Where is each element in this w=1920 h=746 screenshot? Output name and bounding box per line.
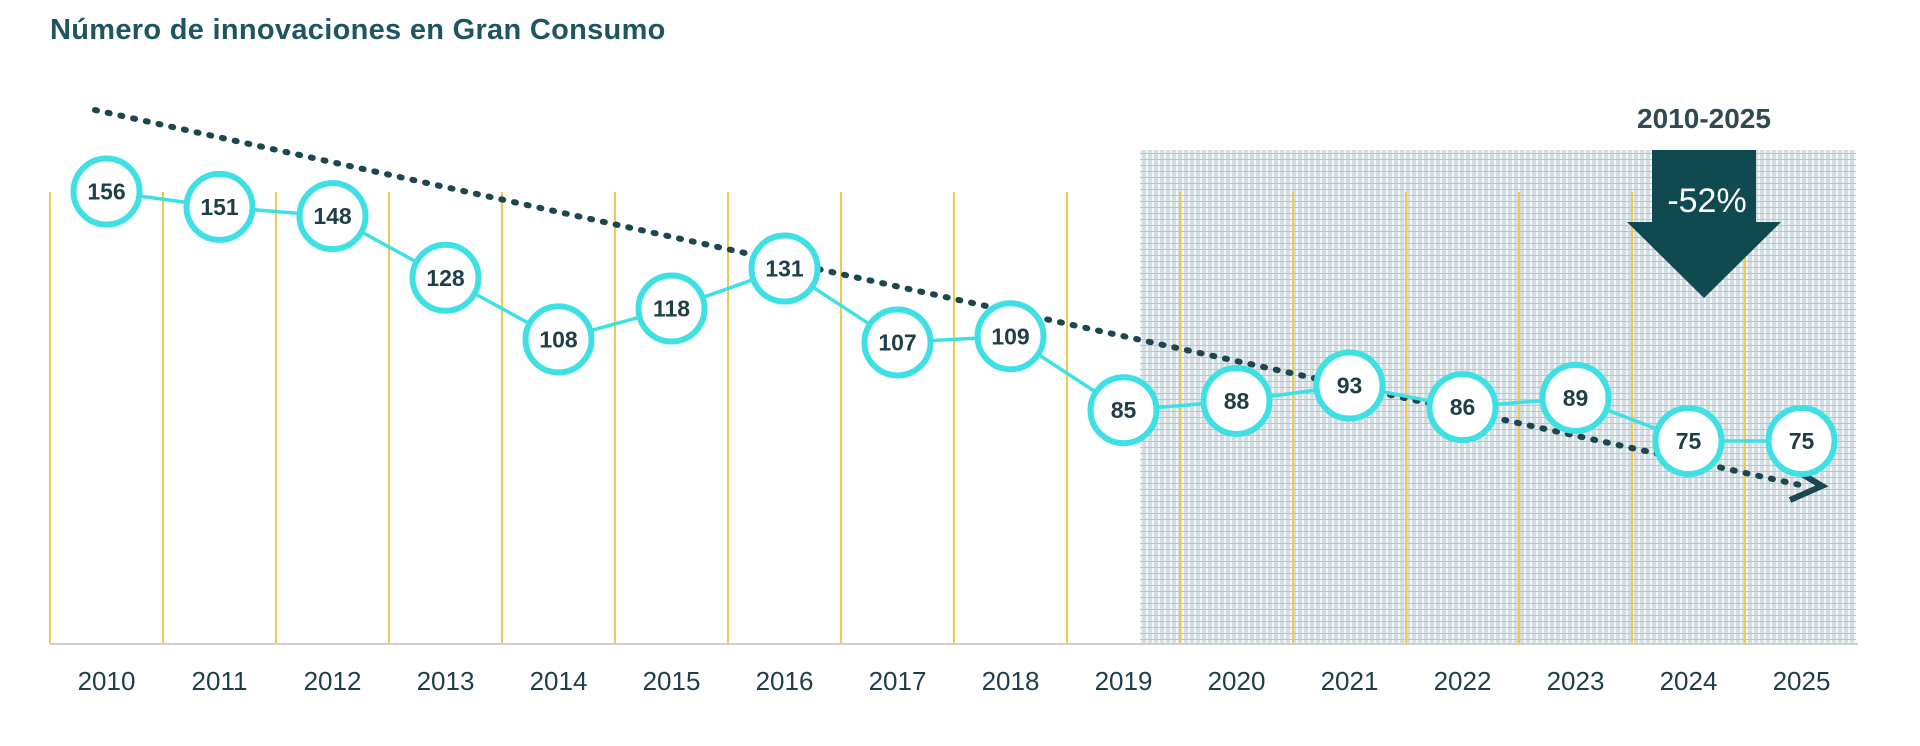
data-point: 151 [183, 170, 256, 243]
chart-title: Número de innovaciones en Gran Consumo [50, 14, 666, 46]
data-point-marker [974, 300, 1047, 373]
data-point-marker [1652, 405, 1725, 477]
data-point: 109 [974, 300, 1047, 373]
data-point-marker [522, 303, 595, 376]
data-point-marker [183, 170, 256, 243]
x-tick-label: 2023 [1547, 666, 1605, 696]
down-arrow-icon [1627, 150, 1781, 298]
data-label: 85 [1111, 397, 1137, 423]
data-point: 89 [1539, 361, 1612, 434]
x-tick-label: 2019 [1095, 666, 1153, 696]
data-point-marker [409, 241, 482, 314]
x-tick-label: 2024 [1660, 666, 1718, 696]
series-line [106, 189, 1802, 443]
data-point: 108 [522, 303, 595, 376]
series-polyline [106, 189, 1802, 443]
data-point-marker [861, 306, 934, 379]
x-tick-label: 2017 [869, 666, 927, 696]
data-point-marker [296, 180, 369, 253]
data-label: 107 [878, 329, 916, 355]
data-point: 85 [1087, 374, 1160, 447]
data-point-marker [1313, 349, 1386, 422]
annotation-period: 2010-2025 [1637, 103, 1771, 134]
data-point: 75 [1652, 405, 1725, 477]
data-point: 148 [296, 180, 369, 253]
x-tick-label: 2011 [192, 666, 248, 696]
change-annotation: 2010-2025 -52% [1627, 103, 1781, 298]
data-label: 86 [1450, 394, 1476, 420]
data-point: 93 [1313, 349, 1386, 422]
x-tick-label: 2012 [304, 666, 362, 696]
data-label: 75 [1676, 428, 1702, 454]
data-point: 156 [70, 155, 143, 228]
data-label: 156 [87, 179, 125, 205]
data-point-marker [748, 232, 821, 305]
x-tick-label: 2021 [1321, 666, 1379, 696]
x-tick-label: 2025 [1773, 666, 1831, 696]
data-point-marker [635, 272, 708, 345]
data-label: 128 [426, 265, 465, 291]
data-point: 88 [1200, 364, 1273, 437]
x-tick-label: 2013 [417, 666, 475, 696]
data-point: 86 [1426, 371, 1499, 444]
data-point-marker [70, 155, 143, 228]
grid-lines [49, 192, 1746, 644]
data-label: 108 [539, 326, 578, 352]
x-tick-label: 2010 [78, 666, 136, 696]
data-point-marker [1765, 405, 1838, 477]
data-point: 75 [1765, 405, 1838, 477]
x-tick-label: 2020 [1208, 666, 1266, 696]
x-tick-label: 2016 [756, 666, 814, 696]
data-point: 131 [748, 232, 821, 305]
data-point-marker [1426, 371, 1499, 444]
x-tick-label: 2015 [643, 666, 701, 696]
data-label: 151 [200, 194, 239, 220]
data-points: 156 151 148 128 108 118 131 107 109 85 88 93 86 89 75 7… [70, 155, 1838, 477]
data-label: 93 [1337, 373, 1363, 399]
data-label: 75 [1789, 428, 1815, 454]
data-label: 88 [1224, 388, 1250, 414]
data-point: 107 [861, 306, 934, 379]
data-point: 118 [635, 272, 708, 345]
annotation-change: -52% [1667, 182, 1746, 220]
x-tick-label: 2022 [1434, 666, 1492, 696]
data-point: 128 [409, 241, 482, 314]
data-label: 118 [653, 296, 690, 322]
x-tick-label: 2014 [530, 666, 588, 696]
data-label: 109 [991, 323, 1029, 349]
data-label: 148 [313, 203, 352, 229]
data-point-marker [1539, 361, 1612, 434]
data-point-marker [1087, 374, 1160, 447]
data-label: 89 [1563, 385, 1589, 411]
x-tick-label: 2018 [982, 666, 1040, 696]
data-point-marker [1200, 364, 1273, 437]
trend-dotted-line [92, 107, 1803, 488]
data-label: 131 [765, 256, 804, 282]
x-axis-ticks: 2010 2011 2012 2013 2014 2015 2016 2017 2018 2019… [78, 666, 1831, 696]
